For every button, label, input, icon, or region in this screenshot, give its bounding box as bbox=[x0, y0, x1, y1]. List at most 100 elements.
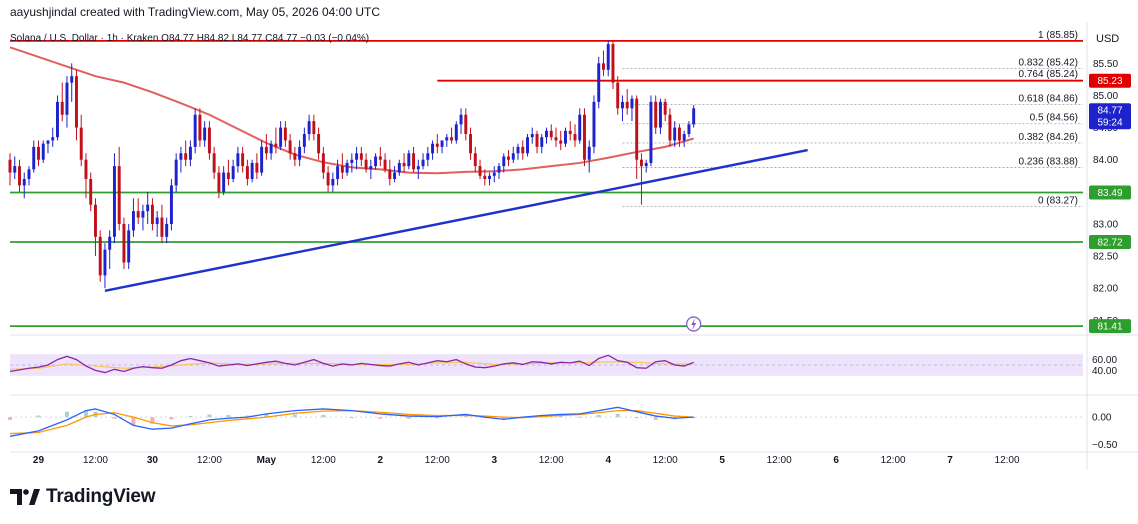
candle-body bbox=[492, 172, 496, 176]
candle-body bbox=[217, 172, 221, 192]
candle-body bbox=[212, 153, 216, 173]
candle-body bbox=[336, 166, 340, 179]
candle-body bbox=[459, 114, 463, 125]
candle-body bbox=[331, 179, 335, 186]
candle-body bbox=[687, 124, 691, 135]
candle-body bbox=[103, 249, 107, 276]
candle-body bbox=[250, 162, 254, 179]
candle-body bbox=[288, 140, 292, 154]
candle-body bbox=[464, 114, 468, 135]
candle-body bbox=[155, 217, 159, 224]
candle-body bbox=[226, 172, 230, 179]
candle-body bbox=[260, 146, 264, 173]
candle-body bbox=[355, 153, 359, 160]
macd-histogram-bar bbox=[349, 417, 354, 419]
tradingview-brand: TradingView bbox=[46, 486, 156, 507]
candle-body bbox=[578, 114, 582, 141]
candle-body bbox=[654, 101, 658, 128]
candle-body bbox=[602, 63, 605, 70]
candle-body bbox=[535, 134, 539, 147]
candle-body bbox=[321, 153, 325, 173]
macd-histogram-bar bbox=[245, 415, 250, 418]
macd-histogram-bar bbox=[150, 417, 155, 424]
rsi-tick-label: 40.00 bbox=[1092, 366, 1117, 377]
candle-body bbox=[540, 137, 544, 147]
candle-body bbox=[397, 162, 401, 173]
macd-histogram-bar bbox=[207, 414, 212, 418]
price-badge bbox=[1089, 319, 1131, 334]
candle-body bbox=[606, 44, 610, 70]
macd-histogram-bar bbox=[8, 417, 12, 420]
candle-body bbox=[22, 179, 26, 186]
macd-histogram-bar bbox=[378, 417, 383, 419]
currency-label: USD bbox=[1096, 33, 1119, 45]
candle-body bbox=[554, 137, 558, 141]
candle-body bbox=[583, 114, 586, 160]
macd-histogram-bar bbox=[501, 417, 506, 420]
x-tick-label: 2 bbox=[378, 455, 384, 466]
candle-body bbox=[625, 101, 629, 109]
candle-body bbox=[454, 124, 458, 141]
candle-body bbox=[407, 153, 411, 167]
candle-body bbox=[431, 143, 435, 154]
macd-histogram-bar bbox=[264, 413, 269, 418]
candle-body bbox=[620, 101, 624, 109]
candle-body bbox=[127, 230, 131, 263]
candle-body bbox=[283, 127, 287, 141]
macd-histogram-bar bbox=[634, 417, 639, 419]
tradingview-logo[interactable]: TradingView bbox=[10, 486, 156, 508]
x-tick-label: 12:00 bbox=[311, 455, 336, 466]
candle-body bbox=[160, 217, 164, 237]
price-badge-label: 82.72 bbox=[1097, 237, 1122, 248]
candle-body bbox=[549, 130, 553, 138]
candle-body bbox=[478, 166, 482, 176]
x-tick-label: 5 bbox=[719, 455, 725, 466]
y-tick-label: 84.00 bbox=[1093, 155, 1118, 166]
x-tick-label: 30 bbox=[147, 455, 159, 466]
candle-body bbox=[412, 153, 416, 170]
macd-histogram-bar bbox=[321, 414, 326, 418]
candle-body bbox=[255, 162, 259, 173]
x-tick-label: May bbox=[257, 455, 277, 466]
x-tick-label: 4 bbox=[605, 455, 611, 466]
candle-body bbox=[37, 146, 40, 160]
candle-body bbox=[317, 134, 321, 154]
candle-body bbox=[122, 223, 126, 263]
macd-histogram-bar bbox=[292, 414, 297, 418]
candle-body bbox=[383, 159, 387, 170]
chart-caption: aayushjindal created with TradingView.co… bbox=[10, 5, 380, 19]
price-badge bbox=[1089, 234, 1131, 249]
candle-body bbox=[302, 134, 306, 147]
candle-body bbox=[165, 223, 169, 237]
candle-body bbox=[616, 82, 620, 109]
macd-histogram-bar bbox=[596, 414, 601, 418]
macd-histogram-bar bbox=[131, 417, 136, 426]
candle-body bbox=[93, 204, 97, 237]
candle-body bbox=[692, 108, 696, 125]
candle-body bbox=[117, 166, 121, 224]
candle-body bbox=[56, 101, 59, 138]
price-pane bbox=[10, 28, 1083, 330]
lightning-icon bbox=[691, 318, 697, 330]
candle-body bbox=[184, 153, 188, 160]
candle-body bbox=[340, 166, 344, 173]
price-badge-label: 85.23 bbox=[1097, 76, 1122, 87]
candle-body bbox=[293, 153, 297, 160]
candle-body bbox=[236, 153, 240, 167]
candle-body bbox=[530, 134, 534, 138]
x-tick-label: 12:00 bbox=[881, 455, 906, 466]
candle-body bbox=[141, 211, 145, 218]
tradingview-logo-icon bbox=[10, 489, 40, 505]
candle-body bbox=[207, 127, 211, 154]
fib-level-label: 0.764 (85.24) bbox=[1019, 69, 1079, 80]
candle-body bbox=[502, 156, 506, 167]
candle-body bbox=[682, 134, 686, 141]
candle-body bbox=[435, 143, 439, 147]
candle-body bbox=[188, 146, 192, 160]
candle-body bbox=[597, 63, 601, 102]
candle-body bbox=[393, 172, 397, 179]
candle-body bbox=[649, 101, 653, 163]
candle-body bbox=[378, 156, 382, 160]
price-badge bbox=[1089, 73, 1131, 88]
